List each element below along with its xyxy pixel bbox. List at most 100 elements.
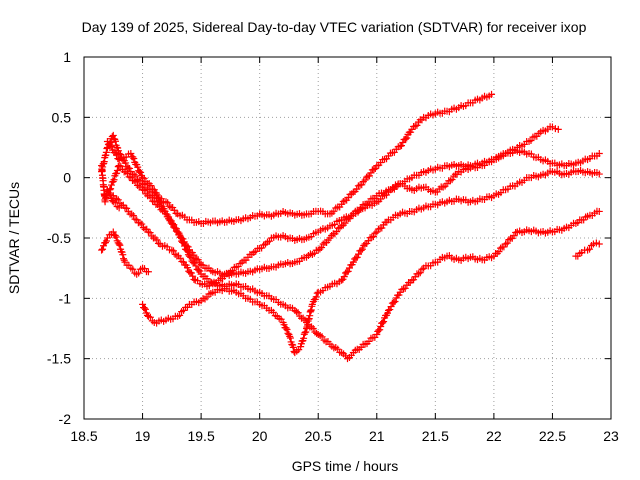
data-point-fill	[141, 304, 149, 312]
data-point-fill	[318, 243, 326, 251]
series-track-1	[98, 90, 496, 228]
data-point-fill	[410, 276, 418, 284]
data-point-fill	[140, 174, 148, 182]
data-point-fill	[301, 329, 309, 337]
data-point-fill	[353, 253, 361, 261]
data-point-fill	[398, 285, 406, 293]
data-point	[139, 300, 147, 308]
data-point-fill	[380, 318, 388, 326]
data-point-fill	[157, 206, 165, 214]
series-track-4	[98, 228, 152, 278]
data-point-fill	[136, 219, 144, 227]
data-point-fill	[135, 269, 143, 277]
data-point-fill	[339, 198, 347, 206]
data-point	[98, 246, 106, 254]
data-point-fill	[312, 293, 320, 301]
data-point-fill	[113, 151, 121, 159]
data-point-fill	[344, 194, 352, 202]
data-point-fill	[129, 153, 137, 161]
data-point-fill	[411, 122, 419, 130]
data-point-fill	[505, 236, 513, 244]
data-point-fill	[300, 334, 308, 342]
data-point	[502, 240, 510, 248]
data-point-fill	[495, 248, 503, 256]
data-point-fill	[289, 343, 297, 351]
data-point-fill	[153, 236, 161, 244]
x-tick-label: 21	[369, 428, 385, 444]
data-point-fill	[370, 166, 378, 174]
data-point	[595, 207, 603, 215]
data-point-fill	[195, 266, 203, 274]
data-point	[595, 240, 603, 248]
axis-ticks	[83, 56, 612, 420]
series-track-5	[139, 166, 603, 357]
data-point-fill	[170, 206, 178, 214]
x-tick-label: 19.5	[187, 428, 214, 444]
data-point	[554, 125, 562, 133]
x-tick-label: 19	[135, 428, 151, 444]
data-point	[162, 198, 170, 206]
data-point-fill	[183, 247, 191, 255]
data-point-fill	[386, 306, 394, 314]
data-point-fill	[286, 334, 294, 342]
data-point-fill	[503, 239, 511, 247]
y-tick-label: -1	[59, 290, 72, 306]
y-tick-label: -0.5	[47, 230, 71, 246]
data-point-fill	[123, 204, 131, 212]
data-point	[144, 228, 152, 236]
data-point-fill	[129, 212, 137, 220]
data-point-fill	[146, 229, 154, 237]
data-point-fill	[101, 239, 109, 247]
data-point-fill	[147, 194, 155, 202]
y-tick-labels: -2 -1.5 -1 -0.5 0 0.5 1	[47, 49, 71, 427]
data-point-fill	[282, 324, 290, 332]
data-point-fill	[176, 311, 184, 319]
data-point-fill	[170, 247, 178, 255]
y-tick-label: -1.5	[47, 351, 71, 367]
series-track-7	[98, 162, 123, 212]
data-point-fill	[106, 191, 114, 199]
data-point-fill	[319, 240, 327, 248]
data-point-fill	[586, 245, 594, 253]
data-point-fill	[176, 254, 184, 262]
data-point-fill	[109, 178, 117, 186]
data-point-fill	[140, 186, 148, 194]
data-point-fill	[294, 309, 302, 317]
x-tick-label: 23	[603, 428, 619, 444]
data-point-fill	[107, 185, 115, 193]
data-point-fill	[119, 251, 127, 259]
data-point-fill	[286, 332, 294, 340]
data-point-fill	[112, 233, 120, 241]
data-marks	[98, 90, 603, 363]
data-point	[384, 306, 392, 314]
data-point-fill	[378, 224, 386, 232]
x-tick-label: 21.5	[422, 428, 449, 444]
data-point-fill	[130, 170, 138, 178]
data-point-fill	[111, 231, 119, 239]
data-point-fill	[189, 272, 197, 280]
data-point-fill	[354, 182, 362, 190]
x-tick-labels: 18.5 19 19.5 20 20.5 21 21.5 22 22.5 23	[70, 428, 619, 444]
data-point-fill	[309, 325, 317, 333]
data-point-fill	[376, 326, 384, 334]
data-point-fill	[107, 142, 115, 150]
y-tick-label: 0.5	[52, 109, 72, 125]
data-point-fill	[105, 189, 113, 197]
data-point-fill	[341, 219, 349, 227]
data-point-fill	[313, 329, 321, 337]
data-point-fill	[365, 172, 373, 180]
data-point-fill	[368, 233, 376, 241]
data-point-fill	[187, 253, 195, 261]
data-point-fill	[194, 256, 202, 264]
data-point-fill	[154, 200, 162, 208]
data-point	[595, 150, 603, 158]
data-point-fill	[123, 169, 131, 177]
chart-title: Day 139 of 2025, Sidereal Day-to-day VTE…	[82, 19, 587, 35]
data-point-fill	[172, 225, 180, 233]
data-point-fill	[139, 224, 147, 232]
data-point-fill	[379, 319, 387, 327]
data-point-fill	[149, 197, 157, 205]
data-point-fill	[138, 220, 146, 228]
data-point	[162, 210, 170, 218]
data-point-fill	[401, 284, 409, 292]
